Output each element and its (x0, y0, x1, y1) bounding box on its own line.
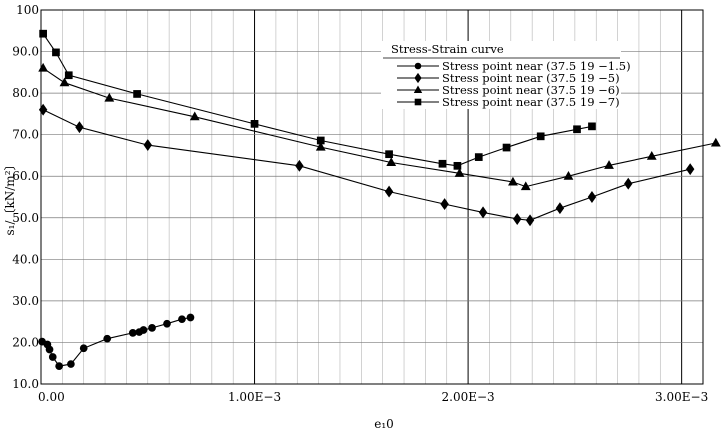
y-tick-label: 90.0 (12, 45, 39, 59)
x-tick-label: 1.00E−3 (228, 390, 281, 404)
series-2 (38, 103, 695, 227)
data-point-triangle (454, 168, 465, 177)
legend-marker-square (414, 98, 422, 106)
y-tick-label: 30.0 (12, 294, 39, 308)
legend: Stress-Strain curve Stress point near (3… (381, 41, 631, 109)
data-point-square (39, 29, 47, 38)
data-point-circle (163, 319, 171, 328)
x-axis-title: e₁0 (374, 417, 394, 431)
data-point-square (588, 122, 596, 131)
legend-items: Stress point near (37.5 19 −1.5)Stress p… (397, 59, 631, 109)
data-point-triangle (508, 176, 518, 186)
data-point-circle (67, 360, 75, 368)
data-point-diamond (75, 121, 84, 134)
x-tick-label: 3.00E−3 (655, 390, 708, 404)
y-tick-label: 70.0 (12, 128, 39, 142)
y-tick-label: 50.0 (12, 211, 39, 225)
data-point-square (573, 125, 581, 134)
data-point-square (474, 153, 483, 161)
series-line (42, 33, 593, 167)
legend-title: Stress-Strain curve (391, 42, 504, 56)
data-point-square (438, 159, 447, 168)
legend-label: Stress point near (37.5 19 −6) (442, 83, 620, 97)
y-axis-title: s₁/〔kN/m²〕 (3, 158, 17, 235)
data-point-diamond (685, 163, 695, 176)
data-point-diamond (38, 103, 48, 116)
legend-item: Stress point near (37.5 19 −5) (397, 71, 620, 85)
plot-frame (40, 9, 704, 385)
data-point-square (316, 136, 325, 145)
data-point-circle (55, 362, 64, 370)
data-point-triangle (646, 151, 657, 160)
data-point-triangle (104, 92, 115, 102)
series-3 (38, 62, 721, 191)
y-tick-label: 40.0 (12, 252, 39, 266)
data-point-triangle (189, 111, 200, 121)
data-point-triangle (59, 77, 70, 87)
legend-item: Stress point near (37.5 19 −6) (397, 83, 620, 97)
y-axis-ticks: 10.0 20.0 30.0 40.0 50.0 60.0 70.0 80.0 90.0 100 (12, 3, 39, 391)
data-point-diamond (440, 198, 449, 211)
data-point-triangle (604, 160, 614, 169)
data-point-square (64, 71, 73, 80)
data-point-square (536, 132, 545, 141)
data-point-circle (139, 326, 148, 334)
series-layer (38, 29, 721, 370)
data-point-circle (103, 334, 112, 343)
legend-marker-triangle (413, 85, 423, 93)
data-point-square (502, 143, 511, 152)
data-point-diamond (295, 159, 304, 172)
data-point-diamond (143, 139, 152, 152)
data-point-square (133, 90, 141, 98)
legend-marker-circle (414, 62, 422, 70)
data-point-diamond (587, 191, 597, 203)
data-point-diamond (384, 185, 394, 198)
data-point-circle (148, 324, 156, 332)
x-tick-label: 2.00E−3 (442, 390, 495, 404)
data-point-square (250, 120, 259, 128)
data-point-diamond (478, 206, 488, 219)
legend-background (381, 41, 621, 109)
y-tick-label: 100 (16, 3, 39, 17)
legend-label: Stress point near (37.5 19 −5) (442, 71, 620, 85)
legend-item: Stress point near (37.5 19 −7) (397, 95, 620, 109)
y-tick-label: 10.0 (12, 377, 39, 391)
data-point-circle (186, 313, 195, 322)
series-1 (38, 313, 195, 370)
data-point-square (385, 150, 393, 159)
legend-label: Stress point near (37.5 19 −7) (442, 95, 620, 109)
y-tick-label: 80.0 (12, 86, 39, 100)
data-point-triangle (563, 170, 574, 180)
data-point-circle (128, 329, 137, 337)
data-point-diamond (555, 202, 565, 215)
data-point-triangle (710, 137, 721, 147)
x-tick-label: 0.00 (38, 390, 65, 404)
y-tick-label: 20.0 (12, 335, 39, 349)
data-point-triangle (520, 181, 531, 191)
data-point-square (52, 48, 60, 57)
series-4 (39, 29, 596, 170)
data-point-diamond (525, 214, 535, 227)
data-point-circle (45, 345, 54, 354)
data-point-triangle (386, 157, 397, 167)
data-point-diamond (624, 177, 633, 190)
data-point-triangle (315, 141, 326, 151)
data-point-diamond (513, 213, 522, 225)
data-point-circle (79, 344, 88, 353)
data-point-circle (178, 315, 186, 324)
x-axis-ticks: 0.00 1.00E−3 2.00E−3 3.00E−3 (38, 390, 708, 404)
legend-label: Stress point near (37.5 19 −1.5) (442, 59, 631, 73)
data-point-triangle (38, 62, 49, 72)
legend-marker-diamond (414, 72, 422, 84)
y-tick-label: 60.0 (12, 169, 39, 183)
legend-item: Stress point near (37.5 19 −1.5) (397, 59, 631, 73)
data-point-circle (48, 353, 57, 361)
data-point-square (453, 161, 462, 170)
